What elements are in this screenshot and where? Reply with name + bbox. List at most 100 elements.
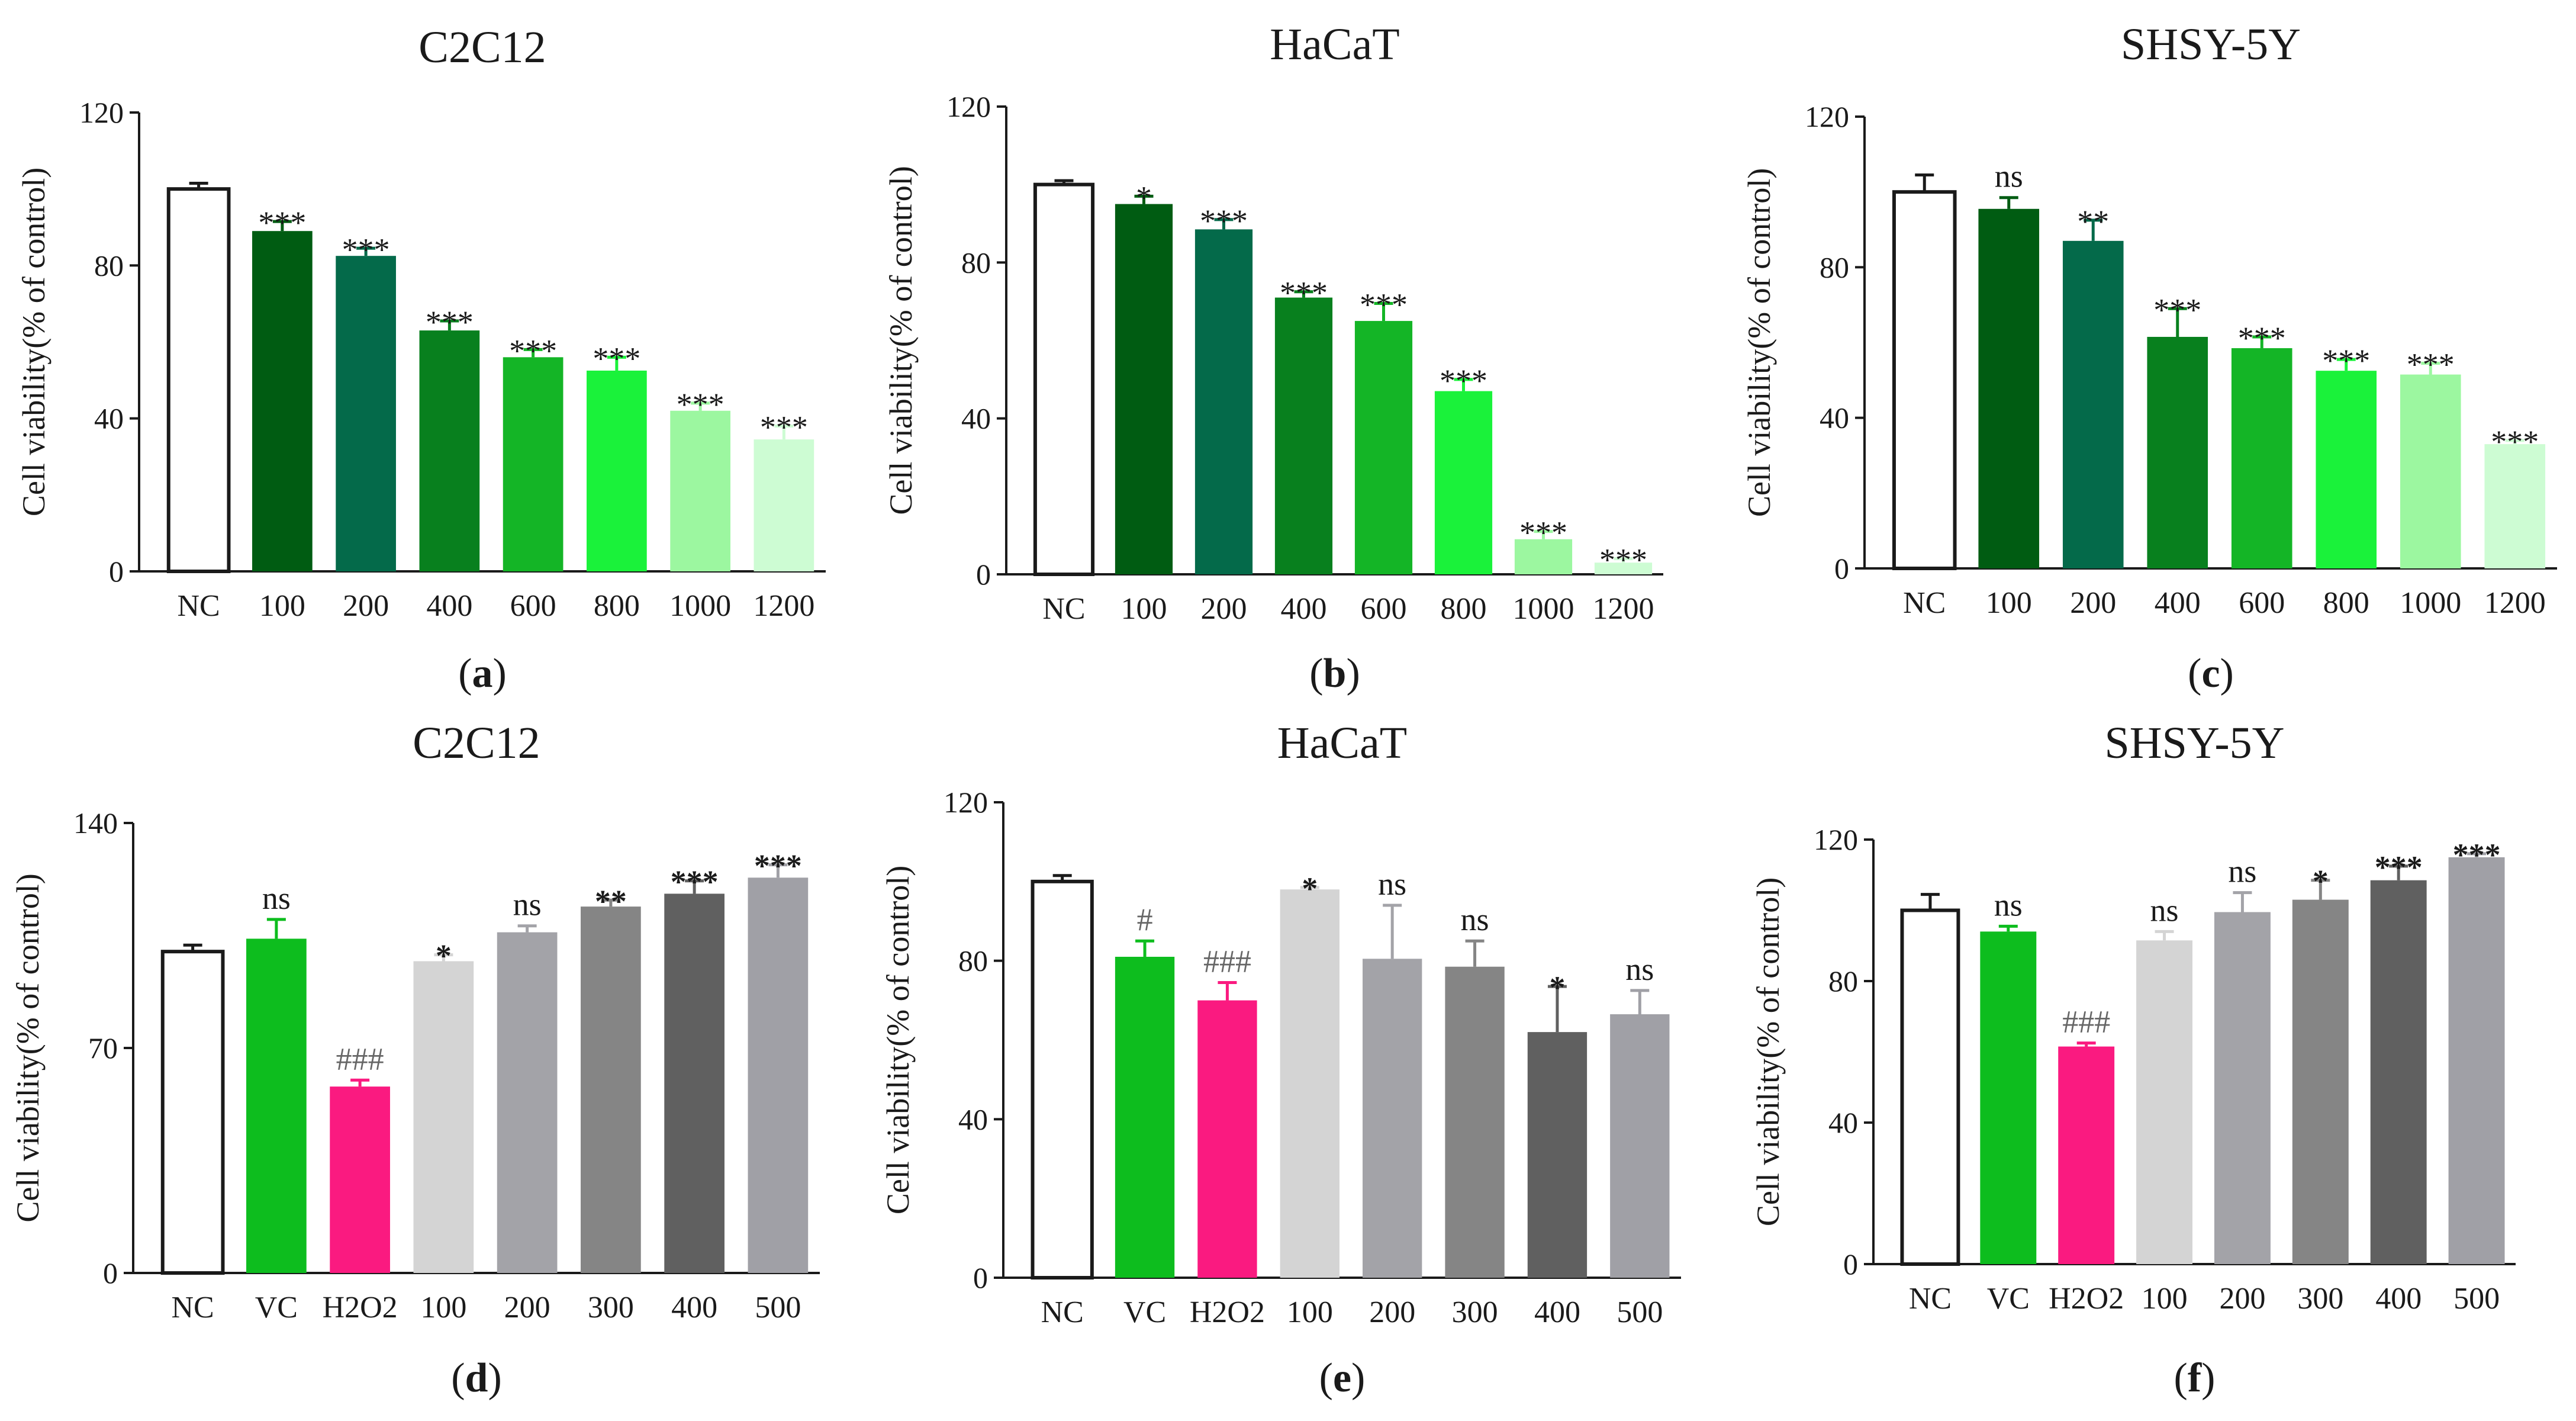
x-tick-label: H2O2 [2049,1282,2124,1316]
bar [246,938,307,1273]
bar [1594,562,1653,574]
chart-panel-b: HaCaT Cell viability(% of control) 0 40 80 12… [883,20,1663,696]
bar [2231,348,2292,568]
y-tick-label: 40 [958,1102,988,1136]
y-axis-label: Cell viability(% of control) [880,866,916,1214]
bar [1892,190,1957,570]
x-tick-label: 400 [2375,1282,2422,1316]
bar [166,187,231,573]
significance-label: ### [1203,943,1251,979]
chart-panel-e: HaCaT Cell viability(% of control) 0 40 80 12… [880,718,1681,1401]
chart-title: HaCaT [1277,718,1407,768]
x-tick-label: 200 [1369,1295,1415,1329]
bar [1514,539,1573,574]
x-tick-label: 800 [1441,592,1487,626]
significance-label: *** [1440,363,1487,398]
x-tick-label: 300 [2297,1282,2343,1316]
bar [1115,204,1173,574]
bar [1363,959,1422,1278]
y-tick-label: 120 [1814,823,1858,856]
y-tick-label: 120 [944,786,988,819]
x-tick-label: 200 [504,1291,550,1324]
significance-label: *** [258,205,306,240]
x-tick-label: 100 [1986,586,2032,620]
bar [2400,374,2461,568]
bar [587,370,647,571]
y-axis-label: Cell viability(% of control) [1741,168,1777,517]
significance-label: *** [2407,346,2455,382]
x-tick-label: 500 [2453,1282,2500,1316]
bar [1900,908,1960,1266]
x-tick-label: H2O2 [1190,1295,1265,1329]
x-tick-label: 200 [2070,586,2116,620]
bar [1033,182,1095,576]
x-tick-label: 1200 [1593,592,1654,626]
bar [2370,880,2427,1264]
x-tick-label: VC [1123,1295,1166,1329]
y-tick-label: 0 [109,555,124,588]
significance-label: ns [513,887,542,922]
significance-label: * [1302,871,1318,906]
chart-title: SHSY-5Y [2104,718,2284,768]
chart-title: C2C12 [413,718,540,768]
significance-label: ### [2062,1004,2110,1040]
significance-label: *** [2453,837,2501,873]
significance-label: * [1549,970,1565,1005]
bar [1610,1014,1670,1278]
significance-label: *** [2153,292,2201,327]
significance-label: *** [1200,203,1248,239]
bar [1031,879,1094,1280]
bar [748,877,809,1273]
bar [252,231,313,571]
significance-label: *** [671,864,719,900]
y-tick-label: 120 [79,96,124,129]
bar [1280,889,1339,1278]
y-tick-label: 120 [1805,100,1849,133]
chart-title: SHSY-5Y [2121,20,2301,69]
y-tick-label: 0 [103,1256,118,1290]
bar [1978,208,2040,568]
bar [336,256,396,571]
bar [1194,229,1253,574]
bar [503,357,564,571]
x-tick-label: 100 [1121,592,1167,626]
x-tick-label: 600 [1361,592,1407,626]
x-tick-label: 400 [1534,1295,1580,1329]
x-tick-label: NC [1909,1282,1952,1316]
y-tick-label: 0 [1834,552,1849,585]
significance-label: ns [2228,854,2256,889]
chart-title: C2C12 [418,22,546,72]
y-tick-label: 80 [961,246,991,279]
significance-label: * [436,938,452,974]
chart-panel-a: C2C12 Cell viability(% of control) 0 40 80 12… [16,22,826,696]
bar [160,950,225,1275]
bar [419,330,480,571]
bar [2292,899,2349,1264]
significance-label: # [1137,902,1153,937]
bar [1274,297,1333,574]
y-axis-label: Cell viability(% of control) [16,168,51,516]
significance-label: * [2313,864,2329,899]
significance-label: ns [1994,887,2023,922]
bar [1980,931,2037,1264]
significance-label: *** [342,232,390,267]
panel-label: (f) [2174,1355,2216,1401]
x-tick-label: 600 [510,589,556,623]
bar [2214,912,2271,1264]
x-tick-label: NC [1041,1295,1084,1329]
bar [497,932,558,1273]
x-tick-label: 800 [594,589,640,623]
x-tick-label: 400 [426,589,472,623]
bar [754,439,814,571]
bar [670,410,730,571]
x-tick-label: 1000 [669,589,731,623]
bar [330,1086,390,1273]
x-tick-label: 100 [1287,1295,1333,1329]
significance-label: *** [593,340,640,376]
significance-label: ns [2150,892,2179,928]
chart-panel-c: SHSY-5Y Cell viability(% of control) 0 40 80… [1741,20,2557,696]
significance-label: *** [2238,320,2286,356]
y-tick-label: 80 [958,944,988,978]
bar [2484,444,2546,568]
x-tick-label: 100 [259,589,305,623]
